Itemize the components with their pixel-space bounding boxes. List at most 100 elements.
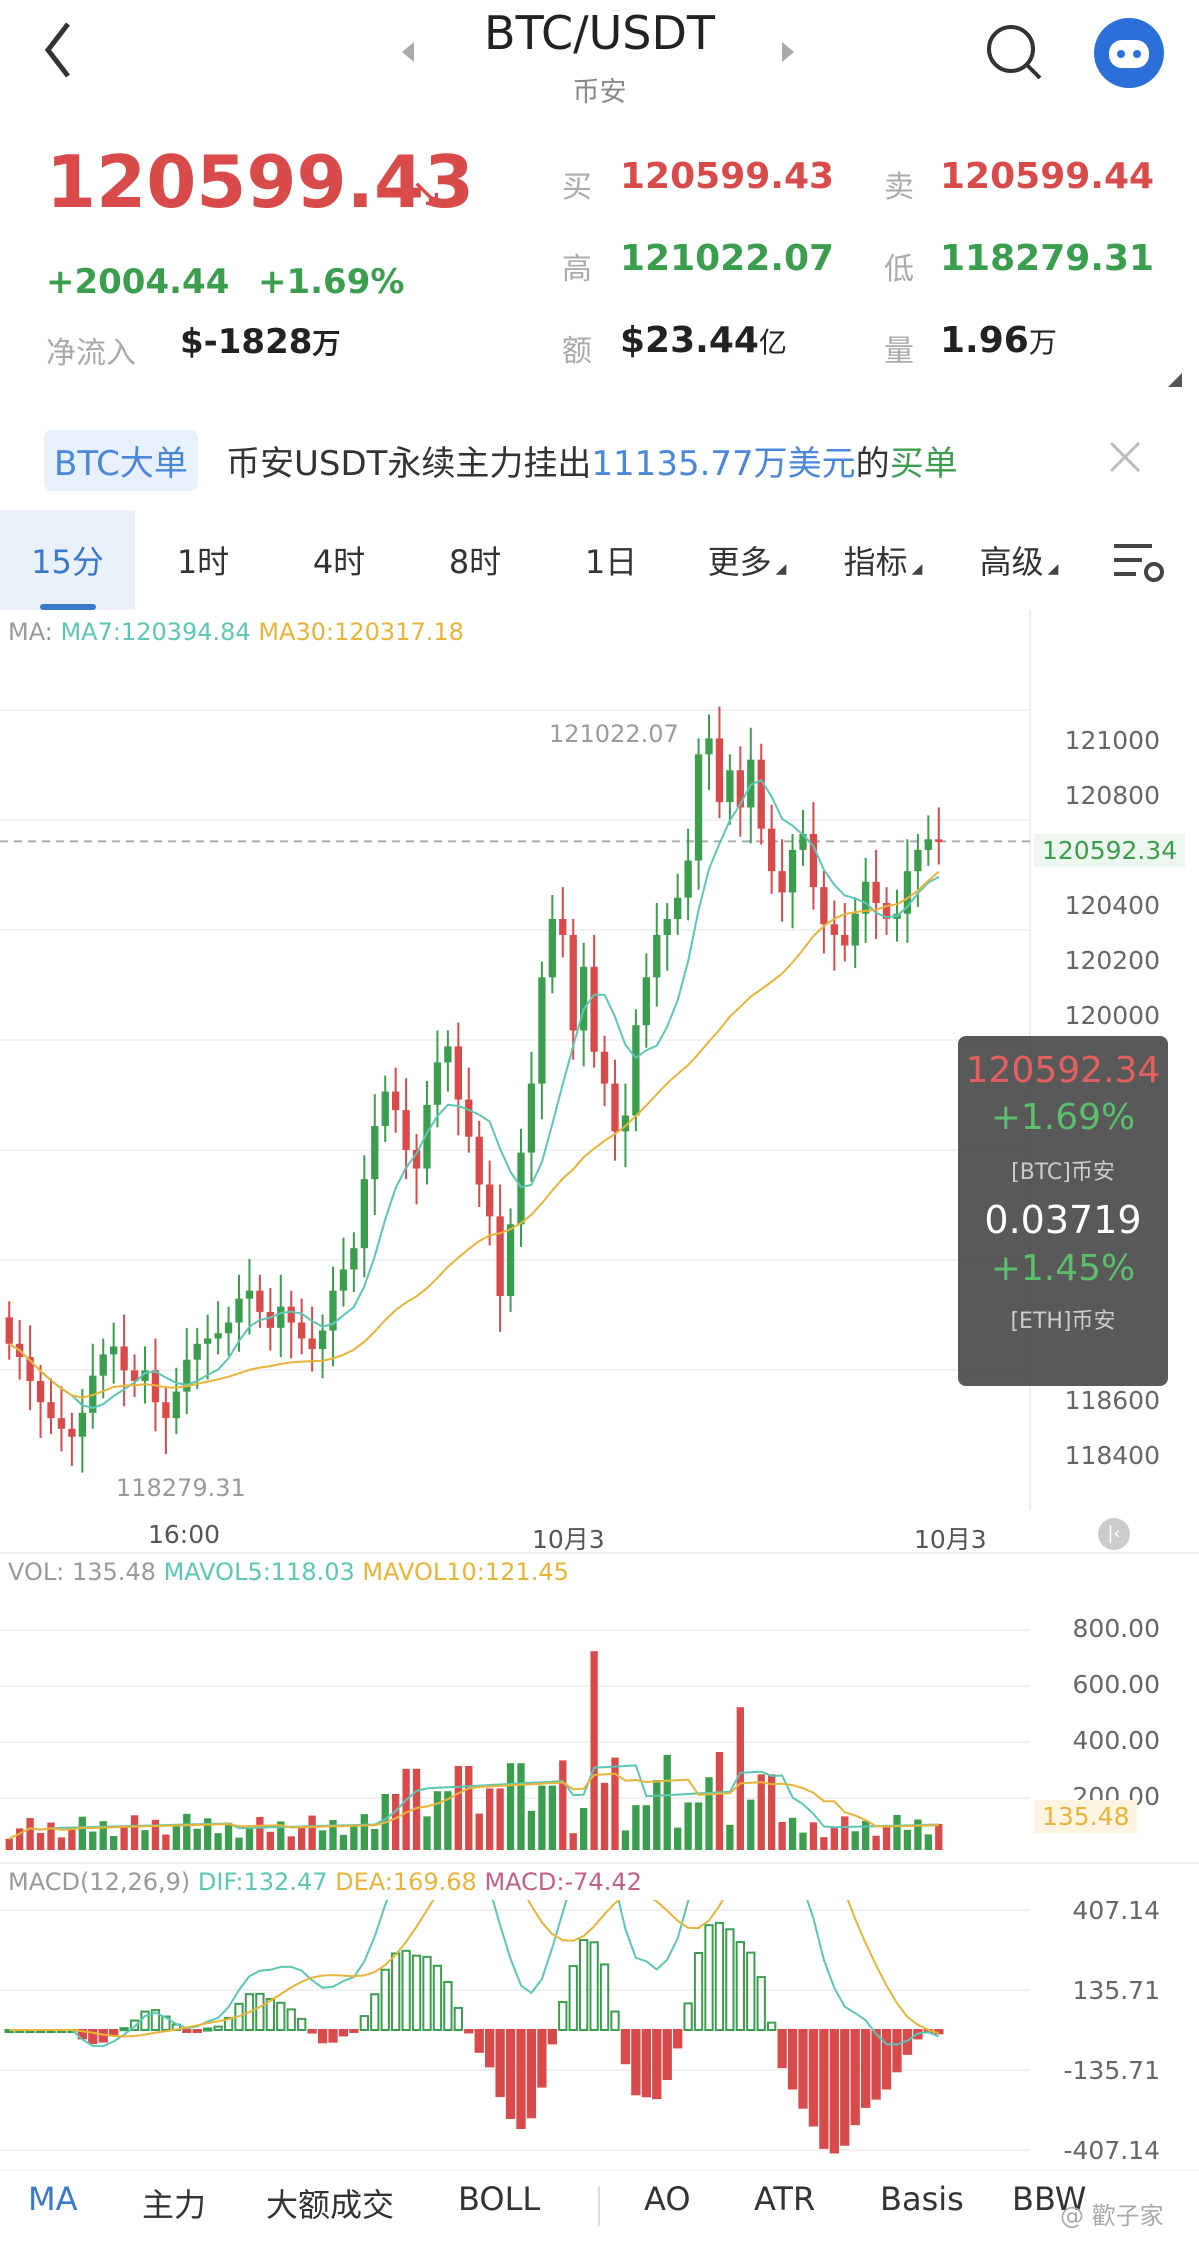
notice-text-1: 币安USDT永续主力挂出: [226, 444, 592, 484]
volume-bar: [371, 1829, 379, 1850]
notice-tag: BTC大单: [44, 430, 198, 491]
indicator-main-force[interactable]: 主力: [142, 2186, 207, 2224]
volume-bar: [245, 1827, 254, 1850]
volume-bar: [224, 1822, 233, 1850]
volume-bar: [433, 1791, 442, 1850]
tab-4h[interactable]: 4时: [271, 510, 407, 610]
macd-histogram-bar: [422, 1955, 432, 2031]
next-pair-arrow[interactable]: [780, 40, 796, 68]
pair-title[interactable]: BTC/USDT: [484, 6, 715, 60]
macd-histogram-bar: [558, 2001, 568, 2032]
volume-chart[interactable]: [0, 1590, 1030, 1855]
volume-bar: [506, 1763, 515, 1850]
tab-advanced[interactable]: 高级 ◢: [951, 510, 1087, 610]
search-button[interactable]: [984, 22, 1044, 86]
volume-bar: [339, 1834, 348, 1850]
candle-body: [444, 1046, 452, 1063]
volume-bar: [893, 1815, 901, 1850]
high-label: 高: [562, 252, 592, 287]
macd-histogram-bar: [244, 1993, 255, 2031]
netflow-value: $-1828万: [180, 322, 340, 362]
candle-body: [851, 913, 859, 946]
candle-body: [799, 834, 807, 850]
macd-histogram-bar: [328, 2029, 338, 2043]
macd-histogram-bar: [119, 2027, 129, 2032]
volume-bar: [820, 1837, 828, 1850]
tooltip-price: 120592.34: [965, 1050, 1161, 1091]
indicator-large-trades[interactable]: 大额成交: [266, 2186, 395, 2224]
expand-corner-icon[interactable]: [1168, 372, 1182, 391]
jump-latest-button[interactable]: |‹: [1098, 1518, 1130, 1550]
macd-histogram-bar: [474, 2029, 484, 2053]
tab-1h[interactable]: 1时: [135, 510, 271, 610]
notice-bar[interactable]: BTC大单 币安USDT永续主力挂出11135.77万美元的买单: [0, 420, 1199, 496]
macd-axis-tick: -135.71: [1063, 2056, 1161, 2085]
indicator-basis[interactable]: Basis: [880, 2180, 964, 2218]
tab-more[interactable]: 更多 ◢: [679, 510, 815, 610]
candle-body: [162, 1402, 170, 1419]
bottom-divider: [0, 2170, 1199, 2171]
amount-unit: 亿: [758, 326, 787, 359]
search-icon: [987, 25, 1042, 80]
candle-body: [235, 1298, 243, 1323]
chart-settings-button[interactable]: [1112, 540, 1166, 590]
tab-indicators[interactable]: 指标 ◢: [815, 510, 951, 610]
volume-bar: [256, 1816, 264, 1850]
volume-bar: [151, 1819, 160, 1850]
macd-chart[interactable]: [0, 1900, 1030, 2170]
indicator-atr[interactable]: ATR: [754, 2180, 816, 2218]
tab-1d[interactable]: 1日: [543, 510, 679, 610]
back-button[interactable]: [40, 18, 80, 78]
macd-histogram-bar: [777, 2029, 787, 2069]
prev-pair-arrow[interactable]: [400, 40, 416, 68]
indicator-boll[interactable]: BOLL: [458, 2180, 541, 2218]
candle-body: [736, 770, 744, 808]
macd-histogram-bar: [391, 1952, 401, 2031]
macd-histogram-bar: [203, 2027, 213, 2032]
volume-bar: [16, 1828, 24, 1850]
candle-body: [705, 738, 713, 755]
volume-bar: [193, 1828, 201, 1850]
candle-body: [694, 754, 703, 861]
volume-bar: [768, 1774, 776, 1850]
sell-price: 120599.44: [940, 156, 1155, 197]
low-label: 低: [884, 252, 914, 287]
volume-bar: [110, 1836, 118, 1850]
candle-body: [768, 828, 776, 872]
vol-axis-tick: 800.00: [1072, 1614, 1160, 1643]
volume-bar: [757, 1774, 765, 1850]
chevron-left-icon: [44, 22, 70, 78]
macd-histogram-bar: [756, 1976, 766, 2031]
volume-bar: [621, 1830, 630, 1850]
volume-bar: [318, 1830, 327, 1850]
volume-bar: [736, 1707, 744, 1850]
candle-body: [120, 1346, 128, 1371]
candle-body: [820, 887, 828, 925]
candle-body: [538, 977, 546, 1084]
price-change-pct: +1.69%: [258, 262, 405, 302]
volume-bar: [914, 1819, 922, 1850]
candle-body: [715, 738, 724, 803]
mavol5-line: [8, 1764, 939, 1840]
macd-histogram-bar: [881, 2029, 892, 2090]
volume-unit: 万: [1028, 326, 1057, 359]
macd-histogram-bar: [673, 2029, 683, 2049]
macd-histogram-bar: [505, 2029, 516, 2119]
volume-bar: [26, 1818, 34, 1850]
indicator-bbw[interactable]: BBW: [1012, 2180, 1087, 2218]
volume-bar: [517, 1763, 525, 1850]
assistant-avatar[interactable]: [1094, 18, 1164, 88]
tab-8h[interactable]: 8时: [407, 510, 543, 610]
indicator-ma[interactable]: MA: [28, 2180, 78, 2218]
triangle-left-icon: [402, 42, 414, 62]
volume-bar: [444, 1791, 452, 1850]
skip-end-icon: |‹: [1107, 1523, 1121, 1544]
tab-15m[interactable]: 15分: [0, 510, 135, 610]
volume-bar: [183, 1813, 191, 1850]
indicator-ao[interactable]: AO: [644, 2180, 691, 2218]
notice-close-button[interactable]: [1108, 440, 1142, 478]
candle-chart[interactable]: [0, 610, 1199, 1510]
macd-histogram-bar: [380, 1968, 390, 2031]
macd-histogram-bar: [453, 2006, 463, 2032]
volume-bar: [778, 1822, 786, 1850]
